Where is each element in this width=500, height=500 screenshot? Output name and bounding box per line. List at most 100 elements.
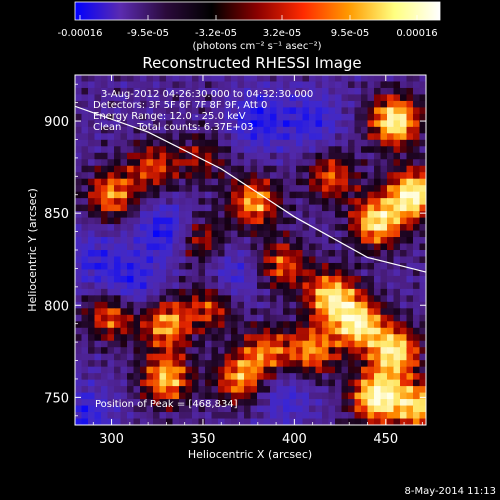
heatmap-cell [81, 366, 89, 374]
heatmap-cell [146, 288, 154, 296]
heatmap-cell [276, 152, 284, 160]
heatmap-cell [289, 87, 297, 96]
heatmap-cell [101, 204, 109, 212]
heatmap-cell [198, 152, 206, 160]
heatmap-cell [140, 139, 148, 147]
heatmap-cell [107, 262, 115, 271]
heatmap-cell [413, 275, 421, 284]
heatmap-cell [393, 386, 401, 394]
heatmap-cell [101, 327, 109, 335]
heatmap-cell [315, 87, 323, 96]
heatmap-cell [159, 139, 167, 147]
heatmap-cell [185, 159, 193, 167]
heatmap-cell [218, 178, 226, 186]
heatmap-cell [133, 418, 141, 425]
heatmap-cell [75, 412, 83, 420]
heatmap-cell [237, 237, 245, 245]
heatmap-cell [244, 250, 252, 258]
heatmap-cell [263, 217, 271, 225]
heatmap-cell [133, 224, 141, 232]
heatmap-cell [237, 262, 245, 271]
heatmap-cell [244, 152, 252, 160]
heatmap-cell [393, 172, 401, 180]
heatmap-cell [413, 321, 421, 329]
heatmap-cell [322, 366, 330, 374]
heatmap-cell [75, 211, 83, 219]
heatmap-cell [127, 295, 135, 303]
heatmap-cell [263, 360, 271, 368]
heatmap-cell [75, 146, 83, 154]
heatmap-cell [192, 418, 200, 425]
heatmap-cell [406, 237, 414, 245]
heatmap-cell [127, 198, 135, 206]
heatmap-cell [218, 314, 226, 322]
heatmap-cell [198, 386, 206, 394]
heatmap-cell [218, 360, 226, 368]
heatmap-cell [393, 237, 401, 245]
heatmap-cell [315, 373, 323, 381]
heatmap-cell [283, 224, 291, 232]
heatmap-cell [231, 405, 239, 413]
heatmap-cell [335, 314, 343, 322]
heatmap-cell [341, 282, 349, 290]
heatmap-cell [166, 172, 174, 180]
heatmap-cell [107, 87, 115, 96]
heatmap-cell [120, 327, 128, 335]
heatmap-cell [302, 159, 310, 167]
heatmap-cell [231, 113, 239, 121]
heatmap-cell [406, 321, 414, 329]
heatmap-cell [296, 133, 304, 141]
heatmap-cell [289, 282, 297, 290]
heatmap-cell [146, 211, 154, 219]
heatmap-cell [309, 198, 317, 206]
heatmap-cell [335, 327, 343, 335]
heatmap-cell [107, 256, 115, 264]
heatmap-cell [211, 81, 219, 89]
heatmap-cell [198, 405, 206, 413]
heatmap-cell [302, 262, 310, 271]
heatmap-cell [374, 204, 382, 212]
heatmap-cell [179, 198, 187, 206]
heatmap-cell [335, 133, 343, 141]
heatmap-cell [322, 340, 330, 348]
heatmap-cell [263, 185, 271, 193]
heatmap-cell [374, 373, 382, 381]
heatmap-cell [276, 217, 284, 225]
heatmap-cell [166, 275, 174, 284]
heatmap-cell [140, 340, 148, 348]
heatmap-cell [211, 178, 219, 186]
heatmap-cell [153, 262, 161, 271]
heatmap-cell [387, 204, 395, 212]
heatmap-cell [335, 100, 343, 109]
heatmap-cell [211, 133, 219, 141]
heatmap-cell [361, 314, 369, 322]
heatmap-cell [205, 230, 213, 238]
heatmap-cell [146, 327, 154, 335]
heatmap-cell [153, 275, 161, 284]
heatmap-cell [257, 314, 265, 322]
heatmap-cell [393, 120, 401, 128]
heatmap-cell [231, 282, 239, 290]
heatmap-cell [315, 418, 323, 425]
heatmap-cell [198, 139, 206, 147]
heatmap-cell [283, 165, 291, 173]
heatmap-cell [322, 275, 330, 284]
heatmap-cell [250, 172, 258, 180]
heatmap-cell [367, 139, 375, 147]
heatmap-cell [146, 412, 154, 420]
heatmap-cell [218, 347, 226, 355]
heatmap-cell [114, 237, 122, 245]
heatmap-cell [224, 269, 232, 277]
heatmap-cell [185, 87, 193, 96]
heatmap-cell [328, 178, 336, 186]
heatmap-cell [387, 412, 395, 420]
heatmap-cell [374, 94, 382, 102]
heatmap-cell [380, 100, 388, 109]
heatmap-cell [361, 360, 369, 368]
heatmap-cell [114, 185, 122, 193]
heatmap-cell [88, 165, 96, 173]
heatmap-cell [75, 120, 83, 128]
heatmap-cell [380, 107, 388, 115]
heatmap-cell [276, 243, 284, 251]
heatmap-cell [211, 243, 219, 251]
